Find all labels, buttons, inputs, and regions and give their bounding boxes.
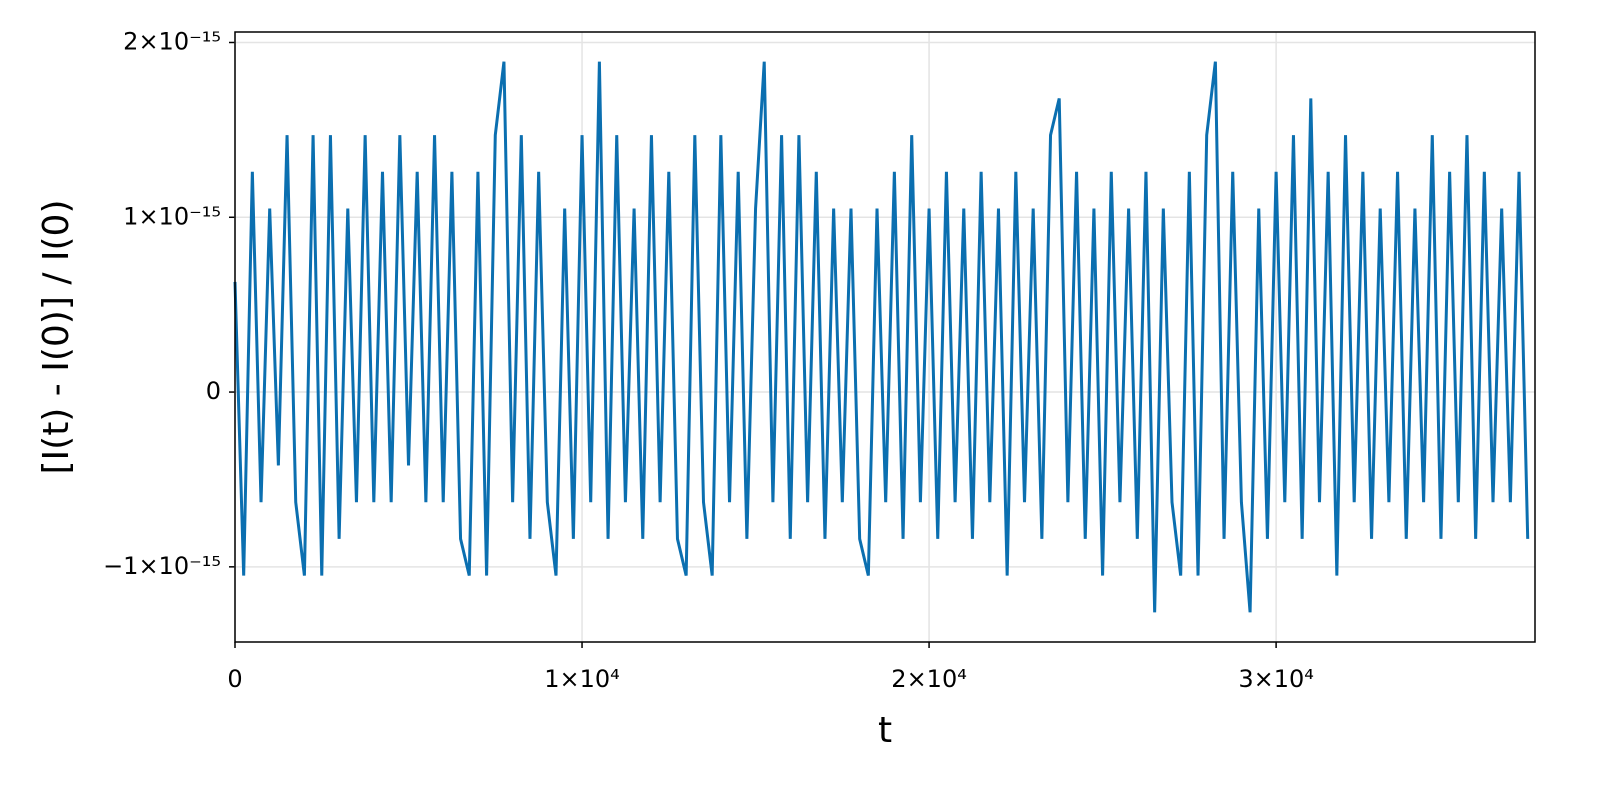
x-tick-label: 3×10⁴ <box>1238 665 1314 693</box>
y-tick-label: 1×10⁻¹⁵ <box>123 202 221 230</box>
x-tick-label: 0 <box>227 665 242 693</box>
x-axis-title: t <box>878 710 892 751</box>
y-axis-title: [I(t) - I(0)] / I(0) <box>36 199 77 474</box>
y-tick-label: 2×10⁻¹⁵ <box>123 27 221 55</box>
y-tick-label: −1×10⁻¹⁵ <box>103 552 221 580</box>
x-tick-label: 1×10⁴ <box>544 665 620 693</box>
x-tick-label: 2×10⁴ <box>891 665 967 693</box>
data-line <box>233 61 1530 613</box>
y-tick-label: 0 <box>206 377 221 405</box>
plot-frame <box>234 31 1536 643</box>
